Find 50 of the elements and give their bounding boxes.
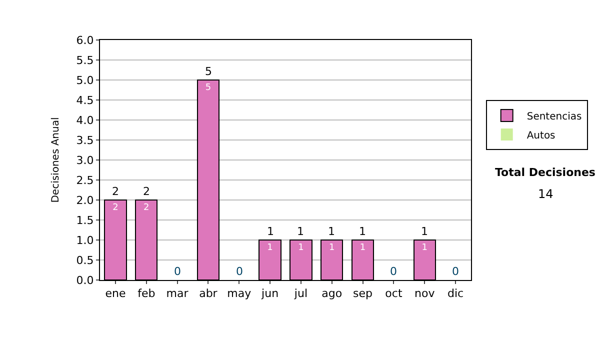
y-tick-label: 2.5: [76, 174, 94, 187]
total-label: 0: [236, 265, 243, 278]
total-label: 1: [297, 225, 304, 238]
y-tick-label: 5.0: [76, 74, 94, 87]
total-label: 2: [143, 185, 150, 198]
total-label: 0: [452, 265, 459, 278]
x-tick-label: nov: [414, 287, 436, 300]
total-label: 1: [328, 225, 335, 238]
y-tick-label: 4.5: [76, 94, 94, 107]
data-label: 2: [112, 203, 118, 213]
total-label: 5: [205, 65, 212, 78]
y-axis-title: Decisiones Anual: [50, 117, 62, 203]
y-tick-label: 6.0: [76, 34, 94, 47]
x-tick-label: dic: [447, 287, 464, 300]
x-tick-label: ago: [322, 287, 342, 300]
x-tick-label: jul: [293, 287, 308, 300]
legend-label: Autos: [526, 130, 556, 142]
data-label: 5: [205, 83, 212, 93]
data-label: 1: [422, 243, 428, 253]
legend-label: Sentencias: [526, 111, 582, 122]
x-tick-label: oct: [385, 287, 403, 300]
y-tick-label: 1.0: [76, 234, 94, 247]
total-label: 0: [390, 265, 397, 278]
total-label: 0: [174, 265, 181, 278]
x-tick-label: may: [227, 287, 252, 300]
y-tick-label: 3.5: [76, 134, 94, 147]
y-tick-label: 5.5: [76, 54, 94, 67]
y-tick-label: 1.5: [76, 214, 94, 227]
x-tick-label: sep: [353, 287, 373, 300]
data-label: 1: [329, 243, 335, 253]
x-tick-label: mar: [166, 287, 189, 300]
total-label: 1: [359, 225, 366, 238]
total-label: 2: [112, 185, 119, 198]
text: Total Decisiones: [495, 166, 596, 179]
y-tick-label: 3.0: [76, 154, 94, 167]
data-label: 2: [144, 203, 150, 213]
data-label: 1: [298, 243, 304, 253]
y-tick-label: 0.0: [76, 274, 94, 287]
y-tick-label: 0.5: [76, 254, 94, 267]
text: 14: [538, 187, 554, 201]
total-label: 1: [267, 225, 274, 238]
x-tick-label: jun: [260, 287, 279, 300]
y-tick-label: 4.0: [76, 114, 94, 127]
data-label: 1: [360, 243, 366, 253]
total-label: 1: [421, 225, 428, 238]
y-tick-label: 2.0: [76, 194, 94, 207]
x-tick-label: feb: [138, 287, 156, 300]
x-tick-label: abr: [199, 287, 218, 300]
data-label: 1: [267, 243, 273, 253]
x-tick-label: ene: [105, 287, 126, 300]
